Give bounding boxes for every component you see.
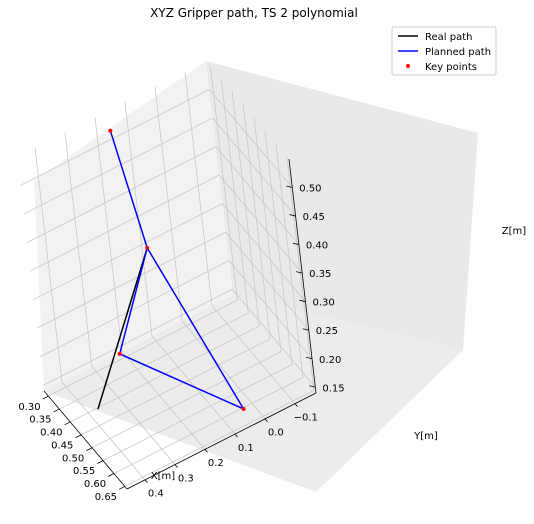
tick-mark-z-6 bbox=[289, 214, 296, 217]
grid-x-1 bbox=[59, 79, 249, 410]
x-tick-label-5: 0.55 bbox=[73, 466, 95, 477]
grid-z-3 bbox=[33, 203, 306, 302]
marker-key-points-0 bbox=[145, 245, 150, 250]
y-tick-label-4: 0.3 bbox=[178, 473, 194, 484]
tick-mark-z-5 bbox=[292, 242, 299, 245]
tick-mark-y-3 bbox=[204, 449, 208, 453]
tick-mark-y-0 bbox=[294, 403, 298, 407]
grid-y-3 bbox=[94, 117, 206, 450]
z-tick-label-0: 0.15 bbox=[322, 383, 344, 394]
x-tick-label-1: 0.35 bbox=[29, 415, 51, 426]
tick-mark-x-6 bbox=[108, 473, 115, 477]
tick-mark-z-0 bbox=[309, 385, 316, 388]
chart-title: XYZ Gripper path, TS 2 polynomial bbox=[150, 6, 358, 20]
z-tick-label-6: 0.45 bbox=[303, 212, 325, 223]
tick-mark-y-1 bbox=[264, 418, 268, 423]
marker-key-points-2 bbox=[241, 406, 246, 411]
tick-mark-z-2 bbox=[302, 328, 309, 331]
grid-z-0 bbox=[43, 288, 316, 388]
z-tick-label-5: 0.40 bbox=[306, 241, 328, 252]
x-tick-label-2: 0.40 bbox=[40, 428, 62, 439]
y-axis-label: Y[m] bbox=[413, 431, 438, 442]
x-tick-label-4: 0.50 bbox=[62, 453, 84, 464]
grid-x-6 bbox=[113, 143, 304, 474]
z-tick-label-3: 0.30 bbox=[312, 298, 334, 309]
pane-floor bbox=[44, 295, 463, 492]
tick-mark-x-7 bbox=[118, 486, 125, 490]
grid-x-3 bbox=[80, 104, 271, 436]
z-tick-label-4: 0.35 bbox=[309, 269, 331, 280]
grid-x-4 bbox=[91, 117, 282, 449]
plot-lines bbox=[97, 128, 246, 411]
legend-label-planned-path: Planned path bbox=[425, 47, 491, 58]
tick-mark-x-2 bbox=[64, 421, 71, 426]
grid-y-4 bbox=[64, 132, 176, 465]
tick-mark-x-1 bbox=[53, 408, 60, 413]
x-tick-label-0: 0.30 bbox=[18, 402, 40, 413]
tick-mark-x-4 bbox=[86, 447, 93, 451]
grid-z-7 bbox=[20, 89, 293, 188]
tick-mark-z-7 bbox=[286, 185, 293, 188]
grid-x-7 bbox=[124, 156, 315, 487]
y-tick-label-5: 0.4 bbox=[148, 489, 164, 500]
z-axis-label: Z[m] bbox=[502, 226, 526, 237]
tick-mark-y-4 bbox=[174, 464, 178, 468]
tick-mark-z-1 bbox=[305, 356, 313, 360]
legend: Real path Planned path Key points bbox=[391, 26, 497, 76]
grid-z-1 bbox=[39, 260, 313, 360]
tick-mark-z-3 bbox=[299, 299, 306, 303]
y-tick-label-0: −0.1 bbox=[294, 412, 318, 423]
marker-key-points-3 bbox=[108, 128, 113, 133]
z-tick-label-1: 0.20 bbox=[319, 355, 341, 366]
x-tick-label-3: 0.45 bbox=[51, 440, 73, 451]
tick-mark-x-5 bbox=[97, 460, 104, 464]
grid-z-4 bbox=[29, 174, 303, 274]
grid-x-2 bbox=[70, 91, 260, 423]
grid-y-5 bbox=[34, 147, 146, 481]
legend-label-real-path: Real path bbox=[425, 32, 472, 43]
y-axis-line bbox=[126, 392, 317, 490]
tick-mark-x-0 bbox=[42, 395, 49, 400]
grid-lines bbox=[20, 66, 317, 490]
grid-z-2 bbox=[36, 231, 310, 331]
tick-mark-y-2 bbox=[234, 433, 238, 438]
tick-mark-y-5 bbox=[144, 479, 148, 484]
legend-swatch-key-points bbox=[406, 64, 410, 68]
tick-mark-z-4 bbox=[296, 271, 303, 274]
grid-z-6 bbox=[23, 117, 296, 217]
x-axis-line bbox=[43, 390, 128, 490]
series-line-real-path bbox=[97, 247, 148, 410]
x-axis-label: X[m] bbox=[151, 471, 175, 482]
grid-y-1 bbox=[154, 86, 266, 420]
pane-back bbox=[206, 61, 478, 350]
z-tick-label-2: 0.25 bbox=[316, 326, 338, 337]
y-tick-label-3: 0.2 bbox=[208, 458, 224, 469]
grid-z-5 bbox=[26, 146, 300, 245]
x-tick-label-7: 0.65 bbox=[95, 492, 117, 503]
grid-y-0 bbox=[184, 71, 296, 404]
tick-mark-x-3 bbox=[75, 434, 82, 439]
grid-y-2 bbox=[124, 102, 236, 435]
y-tick-label-1: 0.0 bbox=[268, 428, 284, 439]
z-tick-label-7: 0.50 bbox=[299, 184, 321, 195]
grid-x-5 bbox=[102, 130, 293, 461]
legend-box bbox=[391, 26, 497, 76]
z-axis-line bbox=[288, 158, 317, 394]
y-tick-label-2: 0.1 bbox=[238, 443, 254, 454]
legend-label-key-points: Key points bbox=[425, 62, 477, 73]
x-tick-label-6: 0.60 bbox=[84, 479, 106, 490]
marker-key-points-1 bbox=[117, 351, 122, 356]
tick-labels: 0.300.350.400.450.500.550.600.65−0.10.00… bbox=[18, 184, 344, 503]
